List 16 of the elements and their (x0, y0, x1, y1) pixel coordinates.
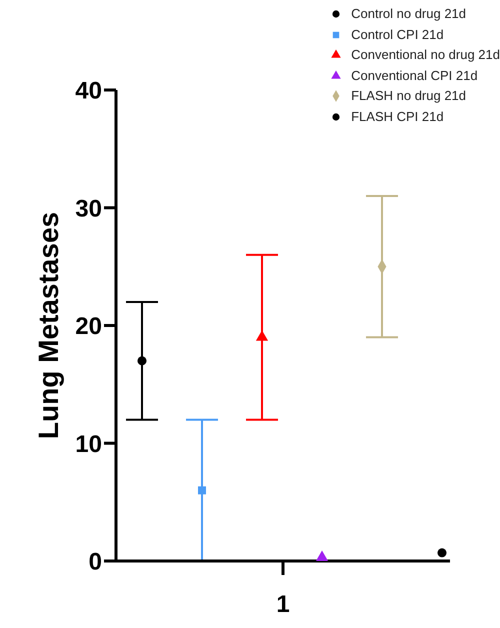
y-tick-label: 0 (88, 548, 102, 576)
y-axis-title: Lung Metastases (32, 212, 64, 440)
legend-label: Conventional CPI 21d (351, 66, 478, 84)
y-tick-label: 10 (75, 430, 102, 458)
legend-label: FLASH CPI 21d (351, 108, 444, 126)
point (437, 548, 447, 558)
legend-label: Conventional no drug 21d (351, 46, 500, 64)
x-axis-title: 1 (276, 591, 290, 618)
legend-label: Control no drug 21d (351, 5, 466, 23)
point (137, 356, 147, 366)
legend-label: FLASH no drug 21d (351, 87, 466, 105)
y-tick-label: 40 (75, 78, 102, 105)
legend-label: Control CPI 21d (351, 26, 444, 44)
y-tick-label: 30 (75, 195, 102, 222)
point (198, 486, 206, 494)
y-tick-label: 20 (75, 313, 102, 340)
